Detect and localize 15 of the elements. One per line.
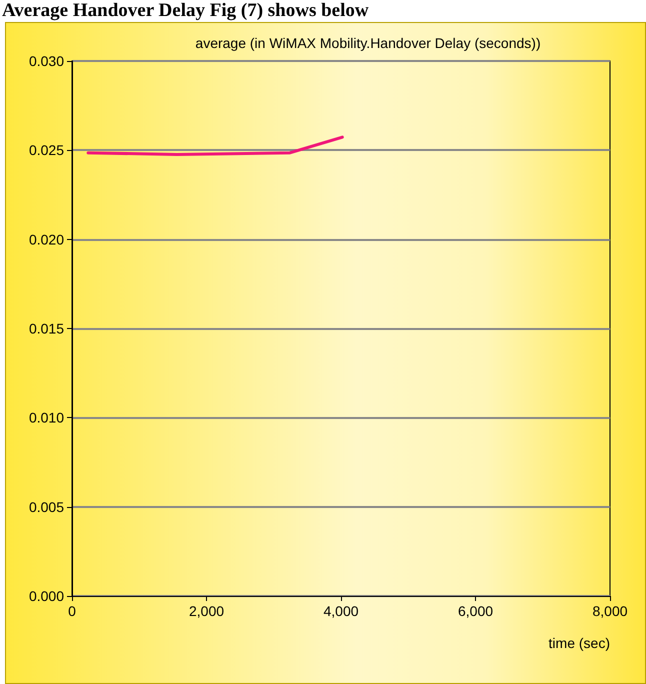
y-tick-label: 0.025 <box>28 142 64 158</box>
y-tick-label: 0.030 <box>28 53 64 69</box>
x-tick-label: 8,000 <box>592 603 628 619</box>
y-tick-label: 0.000 <box>28 588 64 604</box>
x-tick-label: 4,000 <box>323 603 359 619</box>
x-tick-label: 2,000 <box>188 603 224 619</box>
y-tick-label: 0.010 <box>28 410 64 426</box>
x-tick-label: 6,000 <box>458 603 494 619</box>
y-tick-label: 0.020 <box>28 231 64 248</box>
x-axis-title: time (sec) <box>548 635 610 651</box>
text: Average Handover Delay Fig (7) shows below <box>2 0 369 22</box>
y-tick-label: 0.015 <box>28 320 64 336</box>
x-tick-label: 0 <box>68 603 76 619</box>
y-tick-label: 0.005 <box>28 498 64 515</box>
chart-title: average (in WiMAX Mobility.Handover Delay (seconds)) <box>195 35 541 51</box>
